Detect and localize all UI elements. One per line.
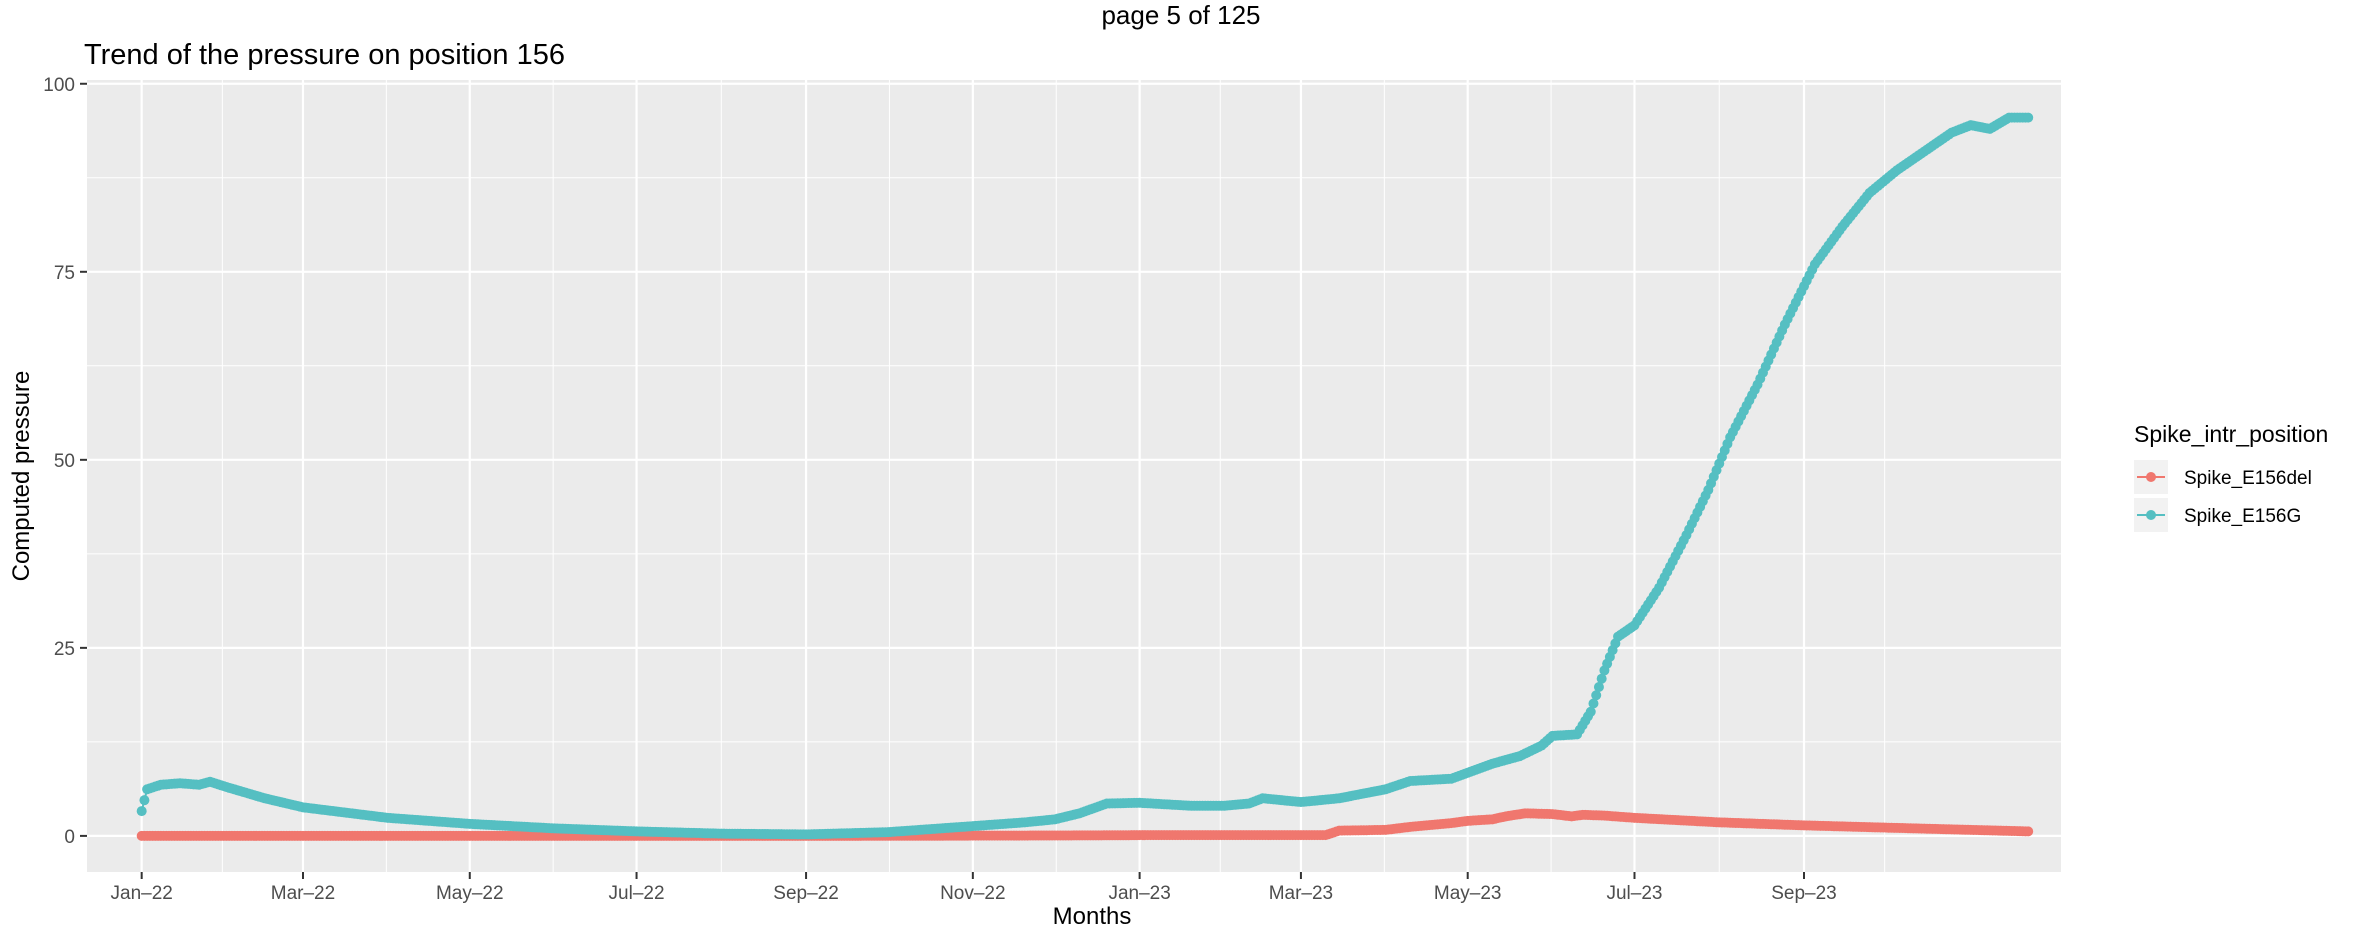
y-tick-label: 100 [43, 75, 75, 96]
x-tick-label: Sep–23 [1771, 883, 1837, 904]
legend-key-marker [2146, 510, 2156, 520]
x-tick-label: Jan–22 [111, 883, 173, 904]
x-tick-label: May–22 [436, 883, 504, 904]
y-tick-label: 75 [54, 263, 75, 284]
x-tick-label: Jul–22 [609, 883, 665, 904]
y-axis-label: Computed pressure [8, 371, 35, 582]
legend-key-marker [2146, 472, 2156, 482]
x-axis-label: Months [1053, 903, 1132, 926]
x-tick-label: Mar–22 [271, 883, 335, 904]
data-point [136, 806, 147, 817]
x-tick-label: Sep–22 [773, 883, 839, 904]
page-header: page 5 of 125 [1101, 0, 1260, 30]
data-point [1596, 673, 1607, 684]
x-tick-label: Nov–22 [940, 883, 1006, 904]
y-tick-label: 25 [54, 639, 75, 660]
legend-item-Spike_E156G: Spike_E156G [2134, 498, 2301, 532]
data-point [1585, 706, 1596, 717]
data-point [1591, 690, 1602, 701]
legend: Spike_intr_position Spike_E156delSpike_E… [2134, 421, 2328, 532]
legend-label: Spike_E156del [2184, 468, 2312, 489]
x-axis: Jan–22 Mar–22 May–22 Jul–22 Sep–22 Nov–22 Jan–… [111, 872, 1837, 904]
x-tick-label: Jan–23 [1108, 883, 1170, 904]
legend-title: Spike_intr_position [2134, 421, 2328, 447]
data-point [1588, 698, 1599, 709]
x-tick-label: May–23 [1434, 883, 1502, 904]
plot-panel [87, 80, 2061, 872]
y-tick-label: 50 [54, 451, 75, 472]
series-Spike_E156G [136, 112, 2034, 840]
grid-major [87, 80, 2061, 872]
y-axis: 0 25 50 75 100 [43, 75, 87, 848]
legend-item-Spike_E156del: Spike_E156del [2134, 460, 2312, 494]
x-tick-label: Jul–23 [1606, 883, 1662, 904]
data-point [1593, 681, 1604, 692]
y-tick-label: 0 [64, 827, 75, 848]
legend-items: Spike_E156del Spike_E156G [2134, 460, 2312, 532]
data-point [139, 795, 150, 806]
x-tick-label: Mar–23 [1269, 883, 1333, 904]
chart-title: Trend of the pressure on position 156 [84, 39, 565, 71]
legend-label: Spike_E156G [2184, 506, 2301, 527]
data-point [2023, 112, 2034, 123]
series-layer [136, 112, 2034, 841]
data-point [2023, 826, 2034, 837]
